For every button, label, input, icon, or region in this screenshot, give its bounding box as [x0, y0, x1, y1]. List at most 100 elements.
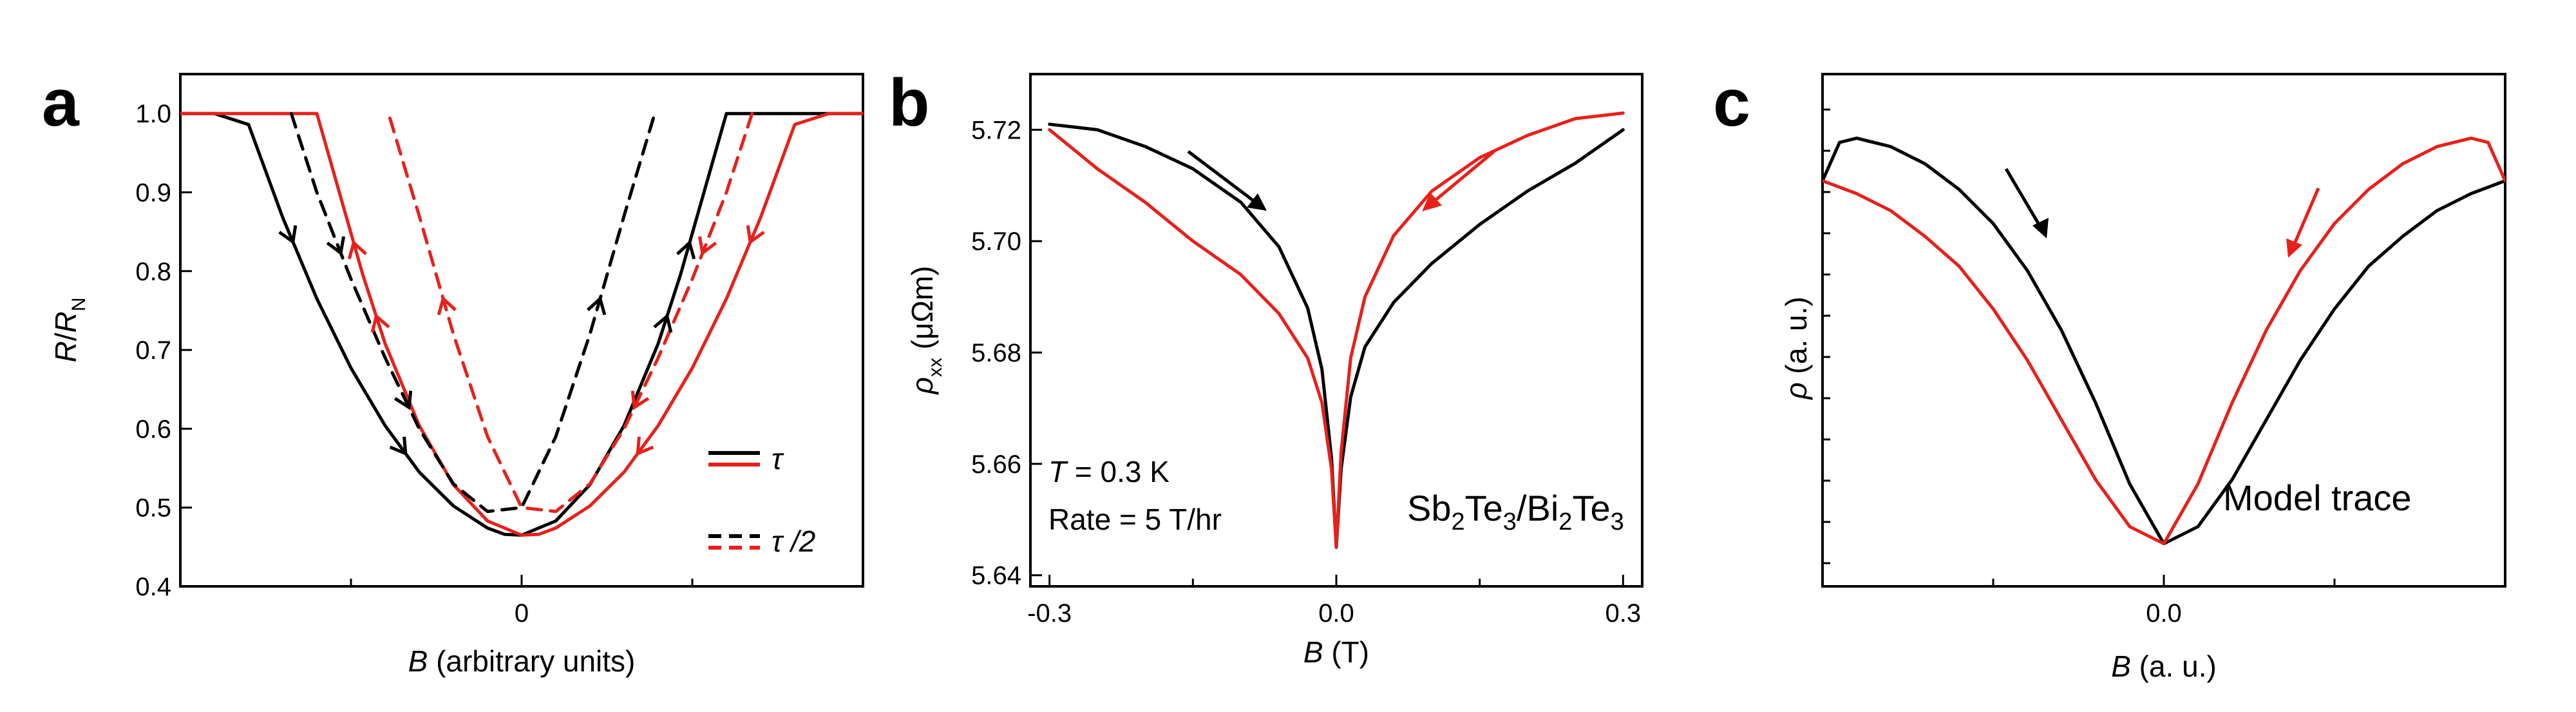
panel-a-legend: τ τ /2 [708, 442, 815, 558]
panel-b-ylabel-sub: xx [925, 358, 946, 377]
mat-s1: 2 [1452, 508, 1465, 535]
panel-a-sweep-chevron [636, 436, 654, 456]
panel-a-y-tick-label: 0.8 [135, 258, 171, 286]
panel-c: c 0.0 Model trace B (a. u.) ρ (a. u.) [1713, 66, 2506, 683]
panel-c-xlabel-b: B [2111, 649, 2131, 683]
panel-a-sweep-arrows [278, 225, 765, 456]
panel-c-series-1 [1823, 136, 2505, 546]
panel-c-ylabel: ρ (a. u.) [1779, 296, 1813, 400]
panel-c-ylabel-rho: ρ [1779, 382, 1813, 400]
panel-c-series-0 [1823, 136, 2505, 546]
panel-c-xlabel: B (a. u.) [2111, 649, 2217, 683]
panel-c-red-arrowhead [2286, 238, 2302, 258]
panel-b-ticks: -0.3 0.0 0.3 5.64 5.66 5.68 5.70 5.72 [971, 116, 1641, 628]
legend-tau-label: τ [772, 442, 784, 476]
panel-b-temperature: T = 0.3 K [1048, 455, 1170, 488]
panel-a-series-0 [180, 111, 863, 537]
panel-b-x-tick-label: 0.0 [1318, 599, 1354, 628]
panel-a-sweep-chevron [437, 295, 457, 316]
panel-a-ylabel-r: R [49, 341, 82, 362]
mat-p4: Te [1572, 488, 1610, 528]
panel-c-model-trace: Model trace [2223, 477, 2412, 518]
panel-a-series-2 [289, 111, 657, 514]
panel-b-y-tick-label: 5.72 [971, 116, 1021, 144]
panel-b-y-tick-label: 5.68 [971, 339, 1021, 367]
panel-b-temp-rest: = 0.3 K [1066, 455, 1170, 488]
panel-a-sweep-chevron [326, 236, 346, 256]
panel-b: b -0.3 0.0 0.3 5.64 5.66 5.68 5.70 5.72 T = 0.3… [889, 66, 1643, 669]
panel-c-ylabel-rest: (a. u.) [1779, 296, 1813, 382]
panel-b-x-tick-label: 0.3 [1605, 599, 1642, 628]
panel-a-sweep-chevron [653, 313, 673, 333]
panel-a-sweep-chevron [389, 436, 408, 456]
panel-a-series-3 [386, 111, 754, 514]
panel-a-x-tick-label: 0 [515, 599, 529, 628]
panel-b-ylabel-rho: ρ [905, 377, 939, 395]
panel-b-xlabel: B (T) [1303, 635, 1369, 669]
panel-a-sweep-chevron [630, 390, 650, 410]
panel-c-curves [1823, 136, 2505, 546]
panel-b-ylabel-rest: (μΩm) [905, 266, 939, 358]
panel-b-sweep-arrows [1187, 150, 1495, 211]
panel-c-red-arrow [2291, 188, 2320, 249]
mat-p3: /Bi [1517, 488, 1558, 528]
panel-b-rate: Rate = 5 T/hr [1048, 503, 1222, 536]
panel-a-ticks: 0 0.4 0.5 0.6 0.7 0.8 0.9 1.0 [135, 100, 694, 628]
panel-a-xlabel-rest: (arbitrary units) [428, 644, 635, 678]
panel-b-black-arrowhead [1247, 193, 1267, 211]
panel-a: a 0 0.4 0.5 0.6 0.7 0.8 0.9 1.0 B (arbitrary un… [42, 66, 864, 678]
panel-a-curves [180, 111, 863, 537]
panel-a-frame [179, 73, 864, 588]
panel-b-temp-t: T [1048, 455, 1068, 488]
panel-a-xlabel: B (arbitrary units) [408, 644, 636, 678]
panel-a-sweep-chevron [676, 240, 696, 260]
panel-a-y-tick-label: 0.7 [135, 336, 171, 365]
panel-c-letter: c [1713, 66, 1750, 140]
panel-a-sweep-chevron [746, 225, 765, 245]
panel-a-ylabel-sub: N [68, 298, 90, 312]
mat-s3: 2 [1558, 508, 1572, 535]
panel-a-sweep-chevron [278, 225, 298, 245]
panel-a-sweep-chevron [697, 236, 717, 256]
panel-a-ylabel-r2: R [49, 311, 82, 332]
legend-tau-half-label: τ /2 [772, 524, 815, 558]
panel-a-series-1 [180, 111, 863, 537]
panel-b-ylabel: ρxx (μΩm) [905, 266, 946, 396]
panel-a-ylabel-slash: / [49, 332, 82, 341]
panel-c-black-arrow [2004, 168, 2043, 230]
mat-p1: Sb [1407, 488, 1452, 528]
mat-s4: 3 [1611, 508, 1624, 535]
panel-b-xlabel-rest: (T) [1323, 635, 1370, 669]
panel-b-y-tick-label: 5.66 [971, 450, 1021, 479]
panel-a-sweep-chevron [370, 313, 390, 333]
panel-c-xlabel-rest: (a. u.) [2131, 649, 2217, 683]
panel-a-sweep-chevron [347, 240, 368, 260]
panel-c-sweep-arrows [2004, 168, 2320, 258]
panel-b-curves [1048, 111, 1625, 549]
panel-a-y-tick-label: 0.5 [135, 494, 171, 523]
panel-b-letter: b [889, 66, 930, 140]
mat-p2: Te [1465, 488, 1503, 528]
panel-a-letter: a [42, 66, 80, 140]
panel-b-red-arrowhead [1422, 193, 1442, 211]
panel-b-material: Sb2Te3/Bi2Te3 [1407, 488, 1624, 535]
panel-b-red-arrow [1428, 150, 1495, 206]
panel-b-x-tick-label: -0.3 [1027, 599, 1072, 628]
panel-a-y-tick-label: 1.0 [135, 100, 171, 128]
panel-a-xlabel-b: B [408, 644, 428, 678]
panel-a-sweep-chevron [587, 295, 607, 316]
panel-c-ticks: 0.0 [1823, 108, 2336, 628]
panel-b-xlabel-b: B [1303, 635, 1323, 669]
panel-a-y-tick-label: 0.4 [135, 573, 171, 601]
panel-a-y-tick-label: 0.6 [135, 415, 171, 443]
panel-a-y-tick-label: 0.9 [135, 178, 171, 207]
panel-a-ylabel: R/RN [49, 298, 90, 363]
panel-c-black-arrowhead [2032, 218, 2049, 238]
panel-b-y-tick-label: 5.70 [971, 227, 1021, 256]
panel-b-y-tick-label: 5.64 [971, 562, 1021, 590]
mat-s2: 3 [1503, 508, 1517, 535]
panel-c-x-tick-label: 0.0 [2146, 599, 2182, 628]
panel-a-sweep-chevron [393, 390, 413, 410]
